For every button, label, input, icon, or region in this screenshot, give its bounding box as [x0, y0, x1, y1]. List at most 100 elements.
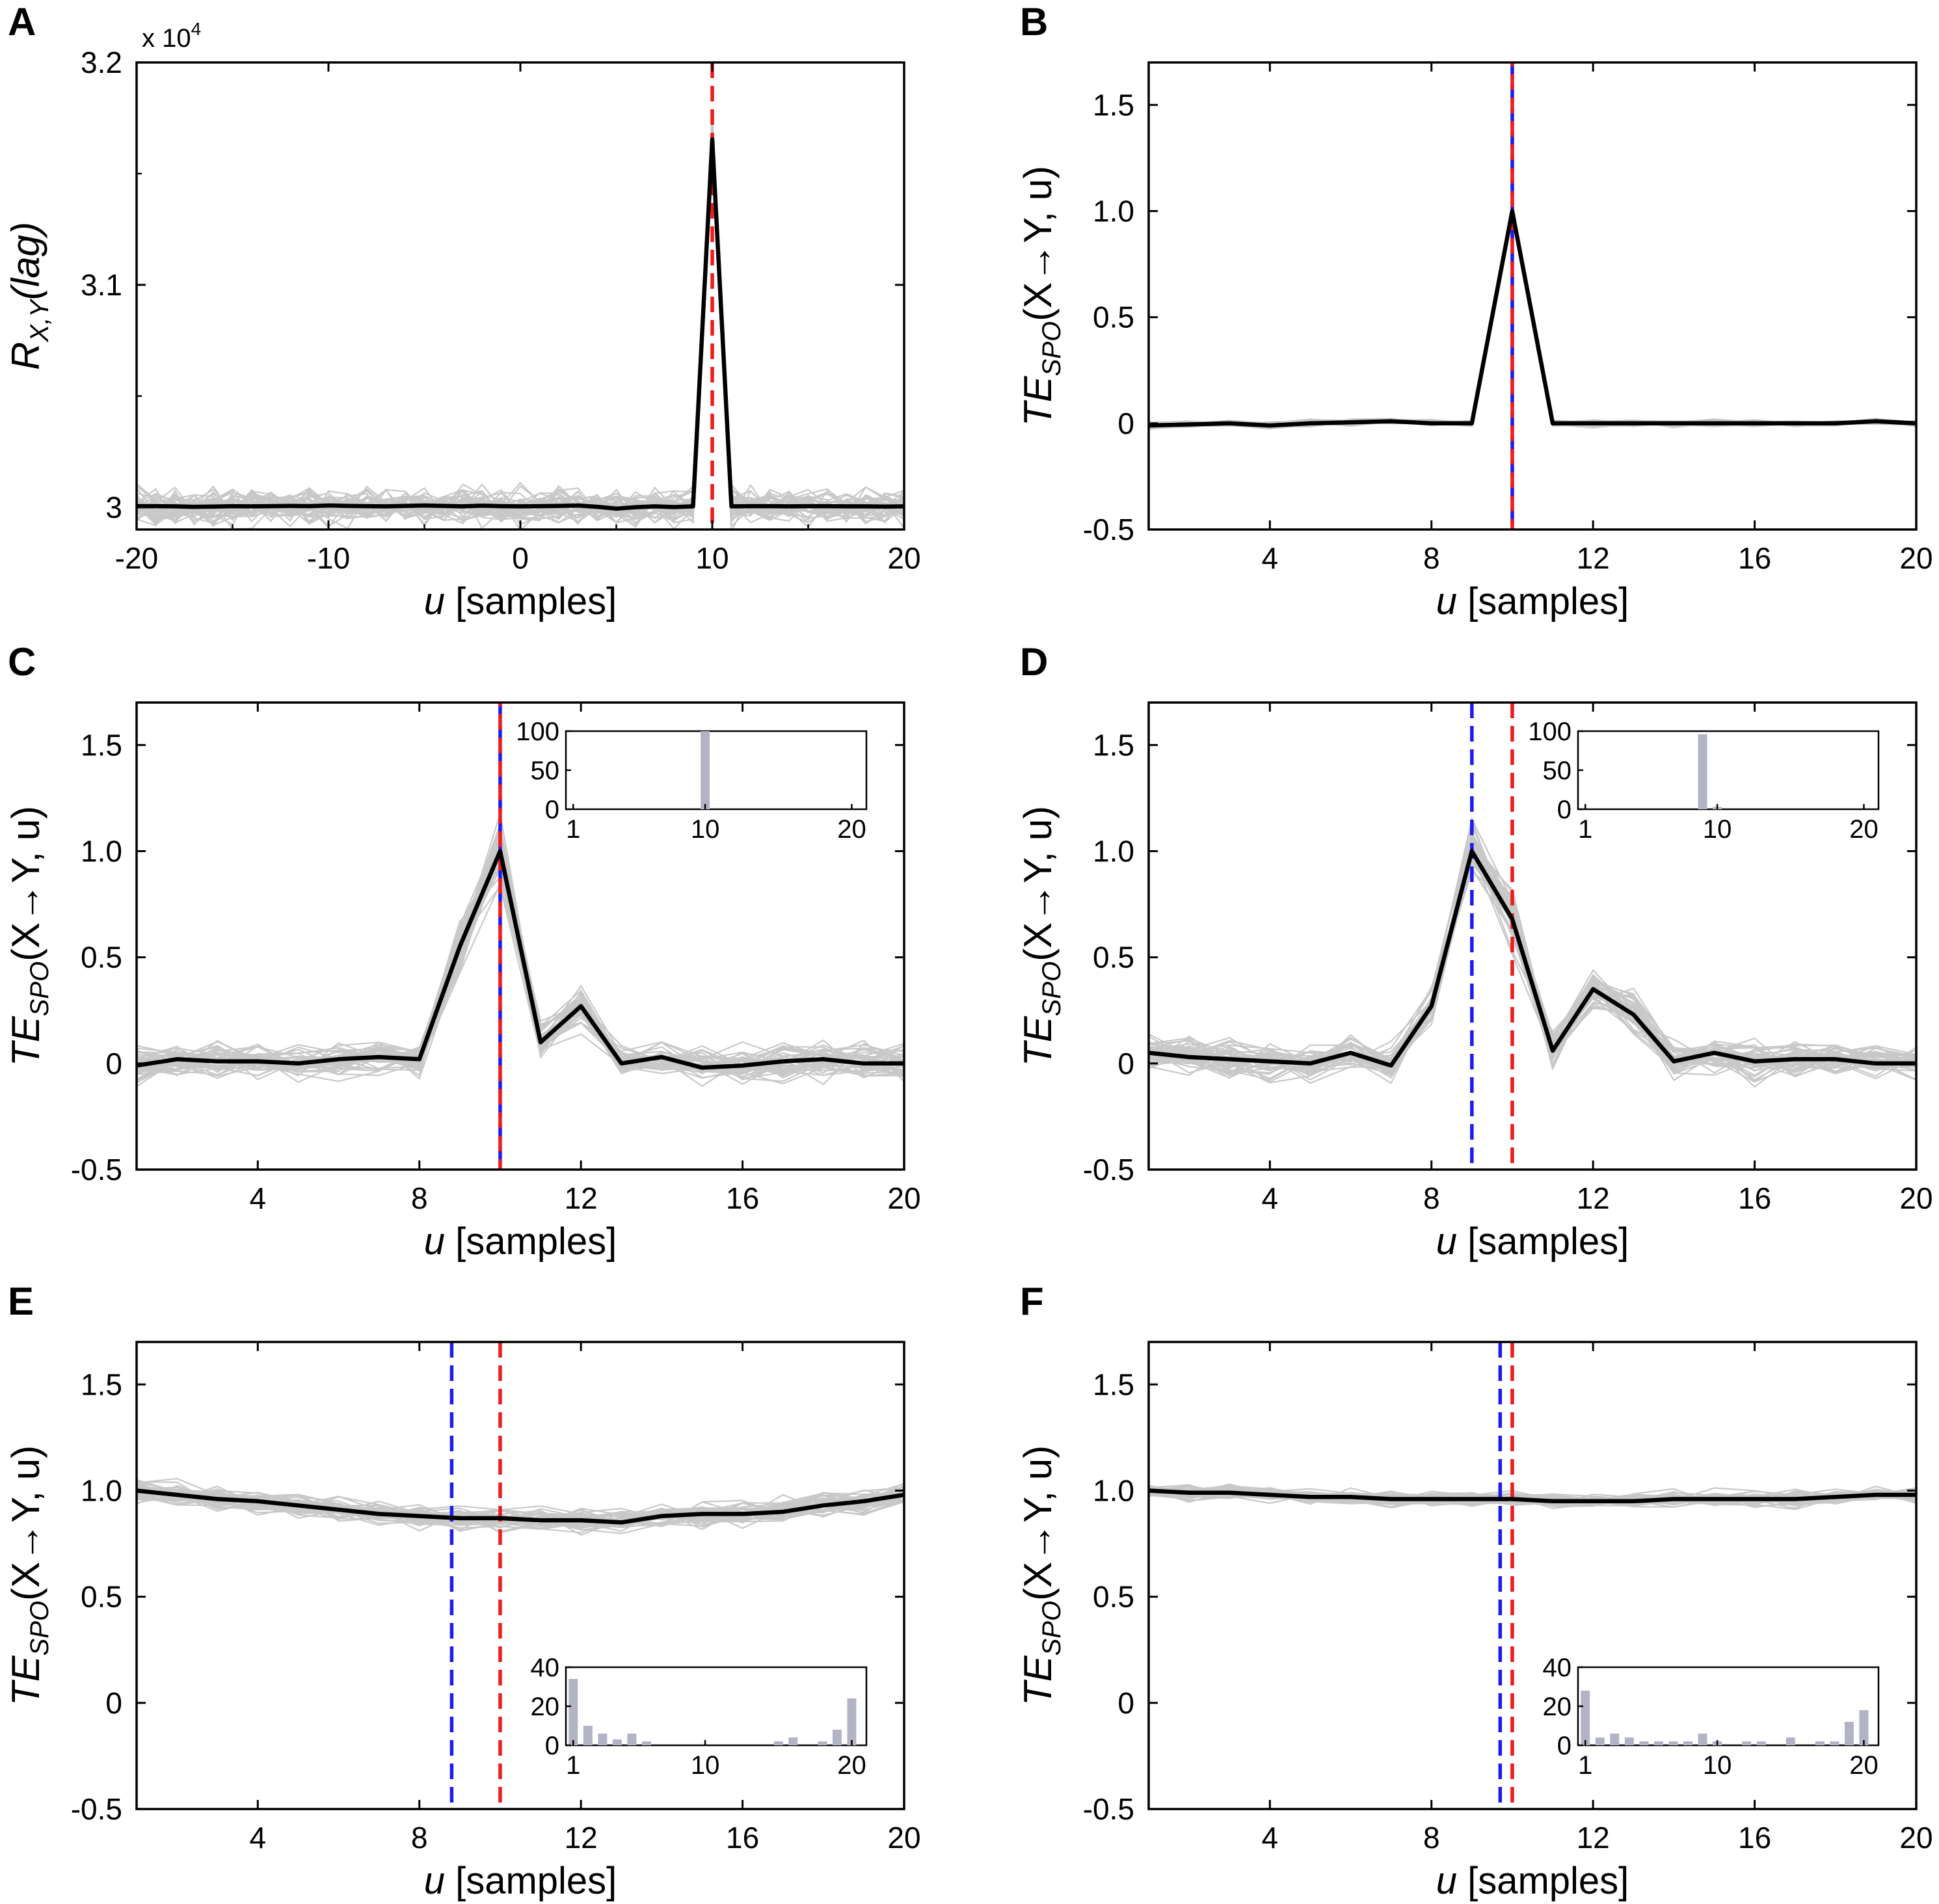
trial-line: [137, 124, 904, 527]
trial-line: [1149, 830, 1916, 1082]
y-tick-label: 1.0: [1093, 834, 1134, 868]
inset-bar: [847, 1698, 857, 1745]
y-axis: -0.5 0 0.5 1.0 1.5: [1083, 1367, 1916, 1826]
inset-bar: [1844, 1722, 1854, 1745]
trial-line: [137, 124, 904, 528]
inset-y-tick-label: 100: [1528, 717, 1571, 746]
y-label-rest: (X→Y, u): [1016, 166, 1060, 321]
trial-line: [1149, 838, 1916, 1076]
inset-bar: [1639, 1741, 1649, 1745]
panel-C: C 4 8 12 16 20 -0.5 0 0.5 1.0 1.5 u [samples] TESPO(…: [4, 640, 921, 1263]
y-tick-label: 3.2: [81, 46, 122, 79]
x-axis-label-var: u: [1436, 580, 1467, 623]
trial-line: [1149, 818, 1916, 1073]
y-axis-label: TESPO(X→Y, u): [1016, 1445, 1066, 1706]
inset-x-tick-label: 1: [566, 1751, 580, 1780]
trial-line: [137, 140, 904, 526]
y-tick-label: 3.1: [81, 268, 122, 302]
x-axis-label-unit: [samples]: [1467, 580, 1629, 623]
trial-line: [137, 161, 904, 522]
axes-frame: [1147, 61, 1918, 531]
trial-line: [137, 863, 904, 1088]
x-axis-label: u [samples]: [1436, 580, 1629, 623]
trial-line: [1149, 833, 1916, 1077]
trial-line: [137, 156, 904, 525]
trial-line: [137, 164, 904, 525]
y-label-sub: X,Y: [25, 298, 54, 343]
inset-bar: [1698, 734, 1707, 809]
trial-line: [1149, 835, 1916, 1072]
inset-y-tick-label: 40: [1543, 1654, 1572, 1682]
y-tick-label: 0.5: [1093, 1580, 1134, 1614]
trial-line: [1149, 840, 1916, 1076]
inset-y-tick-label: 20: [1543, 1693, 1572, 1721]
y-tick-label: -0.5: [1083, 1153, 1134, 1187]
trial-line: [137, 141, 904, 526]
trial-line: [1149, 822, 1916, 1077]
y-tick-label: 0: [1117, 1047, 1134, 1080]
inset-histogram: 0 50 100 1 10 20: [516, 717, 868, 844]
inset-x-tick-label: 1: [1578, 815, 1592, 844]
trial-line: [137, 133, 904, 530]
inset-y-tick-label: 0: [1557, 1732, 1571, 1760]
axes-frame: [135, 61, 905, 531]
trial-line: [137, 157, 904, 529]
y-tick-label: -0.5: [1083, 1792, 1134, 1826]
y-label-rest: (X→Y, u): [1016, 806, 1060, 961]
inset-x-tick-label: 10: [691, 815, 720, 844]
y-axis: -0.5 0 0.5 1.0 1.5: [1083, 88, 1916, 546]
inset-bar: [773, 1741, 783, 1745]
trial-line: [137, 131, 904, 526]
inset-bar: [1859, 1710, 1869, 1745]
inset-bar: [627, 1734, 637, 1745]
y-scale-multiplier: x 104: [142, 19, 201, 53]
inset-bar: [641, 1741, 651, 1745]
trial-line: [137, 144, 904, 529]
trial-line: [137, 831, 904, 1077]
trial-line: [1149, 833, 1916, 1079]
y-label-main: TE: [1016, 375, 1060, 426]
inset-x-tick-label: 20: [837, 815, 866, 844]
y-label-sub: SPO: [1037, 321, 1066, 376]
panel-E: E 4 8 12 16 20 -0.5 0 0.5 1.0 1.5 u [samples] TESPO(…: [4, 1280, 921, 1902]
trial-line: [137, 139, 904, 524]
plot-area: [1149, 62, 1916, 530]
x-tick-label: 16: [726, 1181, 759, 1215]
trial-line: [1149, 835, 1916, 1073]
y-label-sub: SPO: [25, 1601, 54, 1656]
inset-x-tick-label: 20: [837, 1751, 866, 1780]
y-tick-label: 0.5: [81, 941, 122, 974]
trial-line: [1149, 839, 1916, 1084]
y-label-rest: (X→Y, u): [1016, 1445, 1060, 1601]
y-label-rest: (lag): [4, 222, 47, 300]
panel-letter: C: [8, 640, 36, 684]
trial-line: [1149, 846, 1916, 1073]
trial-line: [137, 132, 904, 528]
trial-line: [1149, 840, 1916, 1072]
panel-A: A -20 -10 0 10 20 3 3.1 3.2 x 104 u [samples] RX,Y(…: [4, 0, 921, 623]
plot-area: [1149, 703, 1916, 1170]
x-axis-label-unit: [samples]: [455, 1220, 617, 1263]
y-tick-label: 1.5: [81, 1367, 122, 1401]
y-tick-label: 0: [105, 1686, 122, 1720]
trial-line: [137, 146, 904, 530]
trial-line: [137, 137, 904, 524]
trial-line: [137, 134, 904, 530]
x-tick-label: -20: [115, 541, 158, 575]
inset-bar: [1668, 1741, 1678, 1745]
trial-line: [1149, 851, 1916, 1071]
inset-bar: [1595, 1737, 1605, 1745]
y-scale-exponent: 4: [191, 19, 202, 39]
trial-lines: [137, 1477, 904, 1536]
y-tick-label: 1.5: [1093, 88, 1134, 122]
y-tick-label: 0: [1117, 407, 1134, 440]
trial-line: [137, 161, 904, 524]
inset-y-tick-label: 0: [1557, 796, 1571, 824]
x-tick-label: -10: [307, 541, 350, 575]
x-axis-label-unit: [samples]: [1467, 1860, 1629, 1902]
y-label-sub: SPO: [1037, 961, 1066, 1016]
y-label-main: TE: [4, 1655, 47, 1706]
y-tick-label: 1.5: [1093, 728, 1134, 762]
mean-line: [1149, 849, 1916, 1068]
